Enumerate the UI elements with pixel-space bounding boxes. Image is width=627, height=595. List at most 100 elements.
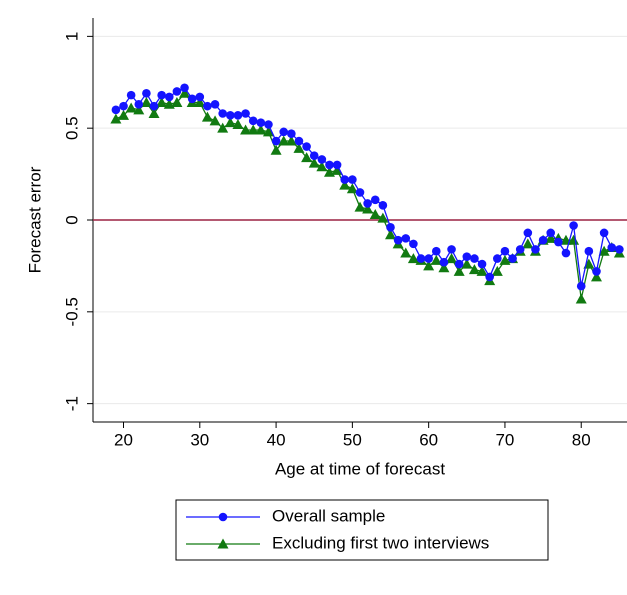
x-tick-label: 40 xyxy=(267,430,286,449)
x-axis-title: Age at time of forecast xyxy=(275,459,445,478)
marker xyxy=(308,157,320,168)
marker xyxy=(453,265,465,276)
marker xyxy=(508,254,517,263)
marker xyxy=(293,142,305,153)
marker xyxy=(233,111,243,120)
marker xyxy=(522,238,534,249)
x-tick-label: 70 xyxy=(495,430,514,449)
marker xyxy=(133,104,145,115)
marker xyxy=(119,101,128,111)
legend-box xyxy=(175,499,549,561)
marker xyxy=(500,246,510,256)
marker xyxy=(576,281,586,291)
marker xyxy=(369,208,381,219)
marker xyxy=(401,234,411,243)
marker xyxy=(468,264,480,275)
marker xyxy=(531,245,540,254)
marker xyxy=(164,92,174,102)
marker xyxy=(607,243,617,252)
marker xyxy=(140,96,152,107)
legend: Overall sample Excluding first two interv… xyxy=(175,499,549,561)
marker xyxy=(454,259,464,269)
marker xyxy=(569,221,578,230)
series-line xyxy=(115,86,620,287)
x-tick-label: 60 xyxy=(419,430,438,449)
y-tick-label: 1 xyxy=(62,32,81,41)
marker xyxy=(377,212,389,223)
marker xyxy=(590,271,602,282)
marker xyxy=(149,101,159,111)
y-tick-label: -1 xyxy=(62,396,81,411)
marker xyxy=(248,116,258,126)
marker xyxy=(491,265,503,276)
marker xyxy=(545,232,557,243)
marker xyxy=(546,228,556,238)
marker xyxy=(218,109,227,118)
marker xyxy=(561,248,571,258)
marker xyxy=(599,228,609,238)
marker xyxy=(575,293,587,304)
marker xyxy=(195,92,205,102)
marker xyxy=(407,253,419,264)
marker xyxy=(598,245,610,256)
marker xyxy=(554,237,563,247)
marker xyxy=(592,267,601,276)
marker xyxy=(339,179,351,190)
marker xyxy=(363,199,372,208)
marker xyxy=(523,228,533,238)
legend-label: Overall sample xyxy=(272,506,385,525)
marker xyxy=(424,254,433,263)
marker xyxy=(201,111,213,122)
x-tick-label: 30 xyxy=(190,430,209,449)
marker xyxy=(187,94,197,104)
marker xyxy=(148,107,160,118)
legend-label: Excluding first two interviews xyxy=(272,533,489,552)
marker xyxy=(179,87,191,98)
marker xyxy=(317,155,327,164)
x-tick-label: 80 xyxy=(572,430,591,449)
marker xyxy=(217,122,229,133)
marker xyxy=(493,254,502,263)
marker xyxy=(194,96,206,107)
marker xyxy=(294,136,304,146)
marker xyxy=(416,254,426,263)
series-line xyxy=(115,92,620,300)
marker xyxy=(477,259,487,269)
marker xyxy=(438,262,450,273)
marker xyxy=(615,245,624,254)
marker xyxy=(218,512,228,522)
marker xyxy=(302,142,311,151)
marker xyxy=(226,111,235,120)
marker xyxy=(354,201,366,212)
marker xyxy=(217,538,229,549)
marker xyxy=(241,109,250,118)
marker xyxy=(423,260,435,271)
marker xyxy=(134,100,144,109)
marker xyxy=(462,252,472,262)
marker xyxy=(278,135,290,146)
marker xyxy=(209,115,221,126)
marker xyxy=(110,113,122,124)
marker xyxy=(125,102,137,113)
marker xyxy=(538,235,548,245)
y-tick-label: 0.5 xyxy=(62,116,81,140)
marker xyxy=(348,175,357,184)
marker xyxy=(346,183,358,194)
marker xyxy=(485,272,494,282)
marker xyxy=(156,96,168,107)
marker xyxy=(385,229,397,240)
x-tick-label: 20 xyxy=(114,430,133,449)
marker xyxy=(171,96,183,107)
marker xyxy=(224,117,236,128)
marker xyxy=(232,119,244,130)
marker xyxy=(316,161,328,172)
marker xyxy=(270,144,282,155)
marker xyxy=(256,118,266,127)
marker xyxy=(142,88,151,98)
marker xyxy=(285,135,297,146)
marker xyxy=(355,188,365,197)
marker xyxy=(126,90,136,100)
marker xyxy=(476,265,488,276)
marker xyxy=(446,253,458,264)
